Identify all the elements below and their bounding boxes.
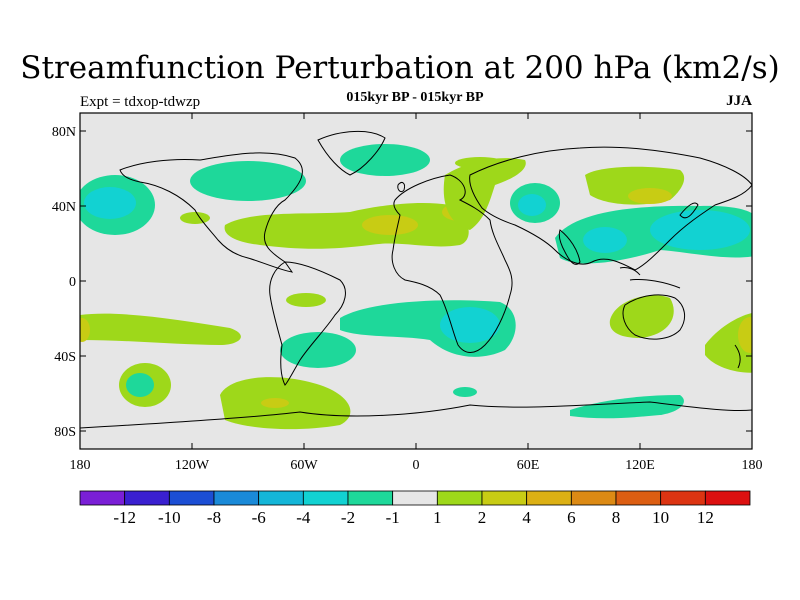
contour-greenland-negative: [340, 144, 430, 176]
colorbar-swatch: [79, 490, 126, 506]
colorbar-swatch: [436, 490, 483, 506]
colorbar-label: 4: [522, 508, 531, 527]
contour-central-asia-core: [518, 194, 546, 216]
lat-tick-label: 0: [69, 275, 76, 290]
colorbar-label: -12: [113, 508, 136, 527]
contour-australia-positive: [609, 295, 674, 338]
lat-tick-label: 40S: [54, 350, 76, 365]
colorbar-swatch: [392, 490, 438, 506]
contour-east-asia-core: [583, 227, 627, 253]
colorbar-label: 1: [433, 508, 442, 527]
colorbar-label: 6: [567, 508, 576, 527]
contour-arctic-positive: [455, 157, 505, 169]
contour-west-pacific-core: [650, 210, 750, 250]
lon-tick-label: 60E: [517, 458, 540, 473]
contour-new-zealand-core: [738, 317, 752, 353]
colorbar-swatch: [704, 490, 751, 506]
lon-tick-label: 0: [413, 458, 420, 473]
longitude-axis: 180 120W 60W 0 60E 120E 180: [70, 113, 763, 473]
chart-title: Streamfunction Perturbation at 200 hPa (…: [20, 50, 780, 86]
colorbar-swatch: [481, 490, 528, 506]
contour-atlantic-positive: [224, 202, 469, 249]
colorbar-swatch: [570, 490, 617, 506]
contour-eurasia-positive: [443, 158, 526, 230]
colorbar-swatch: [302, 490, 349, 506]
colorbar-label: -2: [341, 508, 355, 527]
latitude-axis: 80N 40N 0 40S 80S: [52, 125, 752, 440]
colorbar-swatch: [660, 490, 706, 506]
colorbar-label: 8: [612, 508, 621, 527]
colorbar-label: -8: [207, 508, 221, 527]
colorbar-label: -6: [252, 508, 266, 527]
contour-drake-passage-core: [261, 398, 289, 408]
contour-fields: [80, 144, 752, 430]
contour-south-atlantic-core: [453, 387, 477, 397]
coastline-asia: [469, 146, 752, 271]
colorbar-swatch: [213, 490, 260, 506]
colorbar-label: -4: [296, 508, 311, 527]
chart-subtitle: 015kyr BP - 015kyr BP: [346, 90, 484, 105]
contour-south-pacific-positive-edge: [80, 318, 90, 342]
contour-south-pacific-negative-core: [126, 373, 154, 397]
colorbar-swatch: [347, 490, 394, 506]
lat-tick-label: 40N: [52, 200, 76, 215]
contour-atlantic-positive-core: [362, 215, 418, 235]
colorbar-label: -1: [386, 508, 400, 527]
lon-tick-label: 60W: [290, 458, 318, 473]
contour-south-pacific-positive-band: [80, 313, 241, 345]
contour-southern-africa-core: [440, 307, 500, 343]
coastline-southeast-asia-islands: [619, 267, 681, 289]
coastlines: [80, 130, 752, 429]
colorbar-swatch: [258, 490, 304, 506]
colorbar-label: -10: [158, 508, 181, 527]
contour-central-pacific-positive: [180, 212, 210, 224]
colorbar-label: 12: [697, 508, 714, 527]
coastline-europe-africa: [391, 174, 513, 353]
contour-south-america-negative: [280, 332, 356, 368]
coastline-uk: [397, 182, 405, 193]
lat-tick-label: 80S: [54, 425, 76, 440]
lon-tick-label: 120W: [175, 458, 210, 473]
coastline-new-zealand: [734, 344, 741, 369]
coastline-antarctica: [80, 401, 752, 429]
colorbar-swatch: [526, 490, 572, 506]
contour-north-pacific-core: [84, 187, 136, 219]
colorbar: -12 -10 -8 -6 -4 -2 -1 1 2 4 6 8 10 12: [79, 490, 751, 527]
coastline-japan: [679, 202, 699, 219]
lat-tick-label: 80N: [52, 125, 76, 140]
lon-tick-label: 180: [70, 458, 91, 473]
coastline-australia: [622, 294, 686, 340]
contour-southern-ocean-negative: [570, 395, 684, 419]
experiment-label: Expt = tdxop-tdwzp: [80, 94, 201, 110]
lon-tick-label: 180: [742, 458, 763, 473]
colorbar-label: 2: [478, 508, 487, 527]
coastline-north-america: [119, 152, 303, 273]
coastline-greenland: [317, 130, 386, 176]
colorbar-swatch: [615, 490, 662, 506]
coastline-south-america: [269, 261, 346, 386]
contour-siberia-core: [628, 188, 672, 204]
colorbar-label: 10: [652, 508, 669, 527]
colorbar-swatch: [124, 490, 170, 506]
lon-tick-label: 120E: [625, 458, 655, 473]
season-label: JJA: [726, 93, 752, 109]
coastline-india: [558, 229, 581, 265]
contour-north-america-negative: [190, 161, 306, 201]
contour-brazil-negative: [286, 293, 326, 307]
colorbar-swatch: [168, 490, 215, 506]
